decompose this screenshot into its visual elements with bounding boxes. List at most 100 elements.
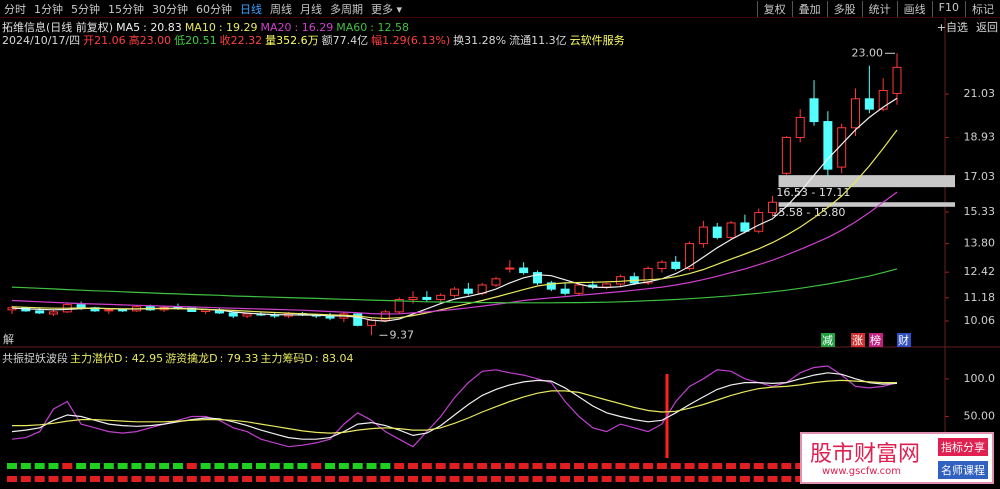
- signal-cell: [76, 476, 87, 482]
- signal-cell: [117, 476, 128, 482]
- candle-body: [408, 296, 418, 300]
- info-item: 流通11.3亿: [509, 34, 567, 47]
- info-line-1: 拓维信息(日线 前复权) MA5: 20.83 MA10: 19.29 MA20: 1…: [2, 19, 412, 35]
- tool-button[interactable]: 画线: [896, 0, 932, 17]
- annotation-label: 23.00: [852, 46, 884, 59]
- candle-body: [228, 312, 238, 317]
- signal-cell: [34, 476, 45, 482]
- period-tab[interactable]: 30分钟: [152, 2, 188, 16]
- signal-cell: [311, 463, 322, 469]
- legend-sep: :: [314, 352, 323, 365]
- indicator-line: [11, 372, 898, 440]
- ma-value: 19.29: [226, 21, 258, 34]
- tool-button[interactable]: 标记: [965, 0, 1000, 17]
- candle-body: [740, 222, 750, 232]
- period-tab[interactable]: 分时: [4, 2, 26, 16]
- signal-cell: [159, 476, 170, 482]
- tool-button[interactable]: 叠加: [791, 0, 827, 17]
- y-tick-label: 18.93: [964, 130, 996, 143]
- candle-body: [353, 313, 363, 326]
- y-tick-label: 15.33: [964, 205, 996, 218]
- candle-body: [809, 98, 819, 123]
- signal-cell: [629, 463, 640, 469]
- candle-body: [712, 226, 722, 238]
- signal-cell: [89, 463, 100, 469]
- signal-cell: [48, 476, 59, 482]
- signal-cell: [352, 463, 363, 469]
- info-item: 额77.4亿: [321, 34, 369, 47]
- tool-button[interactable]: 复权: [756, 0, 792, 17]
- period-tab[interactable]: 60分钟: [196, 2, 232, 16]
- info-item: 低20.51: [174, 34, 217, 47]
- y-tick-label: 12.42: [964, 265, 996, 278]
- period-tab[interactable]: 更多: [367, 1, 406, 17]
- y-tick-label: 100.0: [964, 372, 996, 385]
- signal-cell: [504, 463, 515, 469]
- signal-cell: [145, 463, 156, 469]
- tool-button[interactable]: 统计: [861, 0, 897, 17]
- gap-band: [778, 175, 955, 188]
- signal-cell: [200, 463, 211, 469]
- candle-body: [546, 282, 556, 290]
- signal-cell: [449, 463, 460, 469]
- signal-cell: [449, 476, 460, 482]
- signal-cell: [366, 463, 377, 469]
- signal-cell: [601, 476, 612, 482]
- signal-cell: [228, 463, 239, 469]
- candle-body: [657, 261, 667, 269]
- signal-cell: [89, 476, 100, 482]
- signal-cell: [172, 463, 183, 469]
- candle-body: [878, 90, 888, 110]
- period-tab[interactable]: 15分钟: [108, 2, 144, 16]
- ma-name: MA10: [184, 21, 216, 34]
- info-item: 收22.32: [219, 34, 263, 47]
- candle-body: [118, 309, 128, 312]
- signal-cell: [656, 476, 667, 482]
- signal-cell: [670, 463, 681, 469]
- info-item: 云软件服务: [569, 34, 625, 47]
- signal-cell: [76, 463, 87, 469]
- signal-cell: [394, 476, 405, 482]
- signal-cell: [297, 463, 308, 469]
- period-tab[interactable]: 1分钟: [34, 2, 63, 16]
- tool-button[interactable]: 多股: [826, 0, 862, 17]
- indicator-value: 79.33: [226, 352, 259, 365]
- signal-cell: [767, 476, 778, 482]
- y-tick-label: 21.03: [964, 87, 996, 100]
- signal-cell: [408, 476, 419, 482]
- period-tab[interactable]: 日线: [240, 2, 262, 16]
- signal-cell: [255, 476, 266, 482]
- signal-cell: [477, 476, 488, 482]
- period-tab[interactable]: 月线: [300, 2, 322, 16]
- signal-cell: [726, 463, 737, 469]
- marker-bg: [897, 333, 911, 347]
- signal-cell: [242, 476, 253, 482]
- signal-cell: [726, 476, 737, 482]
- signal-cell: [352, 476, 363, 482]
- action-button[interactable]: 返回: [976, 21, 998, 34]
- candle-body: [726, 222, 736, 238]
- annotation-label: 9.37: [390, 328, 415, 341]
- signal-cell: [214, 463, 225, 469]
- marker: 涨: [852, 334, 863, 347]
- info-line-2: 2024/10/17/四 开21.06 高23.00 低20.51 收22.32 量352…: [2, 32, 628, 48]
- signal-cell: [490, 476, 501, 482]
- action-button[interactable]: +自选: [936, 21, 968, 34]
- indicator-title: 共振捉妖波段: [2, 352, 68, 365]
- watermark-tag: 名师课程: [938, 461, 988, 479]
- signal-cell: [214, 476, 225, 482]
- candle-body: [519, 267, 529, 274]
- period-tab[interactable]: 周线: [270, 2, 292, 16]
- period-tab[interactable]: 5分钟: [71, 2, 100, 16]
- signal-cell: [615, 463, 626, 469]
- tool-button[interactable]: F10: [931, 0, 965, 17]
- info-item: 量352.6万: [265, 34, 319, 47]
- gap-label: 15.58 - 15.80: [771, 206, 845, 219]
- signal-cell: [560, 476, 571, 482]
- info-item: 高23.00: [128, 34, 172, 47]
- signal-cell: [131, 463, 142, 469]
- period-tab[interactable]: 多周期: [330, 2, 363, 16]
- legend-sep: :: [294, 21, 302, 34]
- signal-cell: [587, 476, 598, 482]
- signal-cell: [601, 463, 612, 469]
